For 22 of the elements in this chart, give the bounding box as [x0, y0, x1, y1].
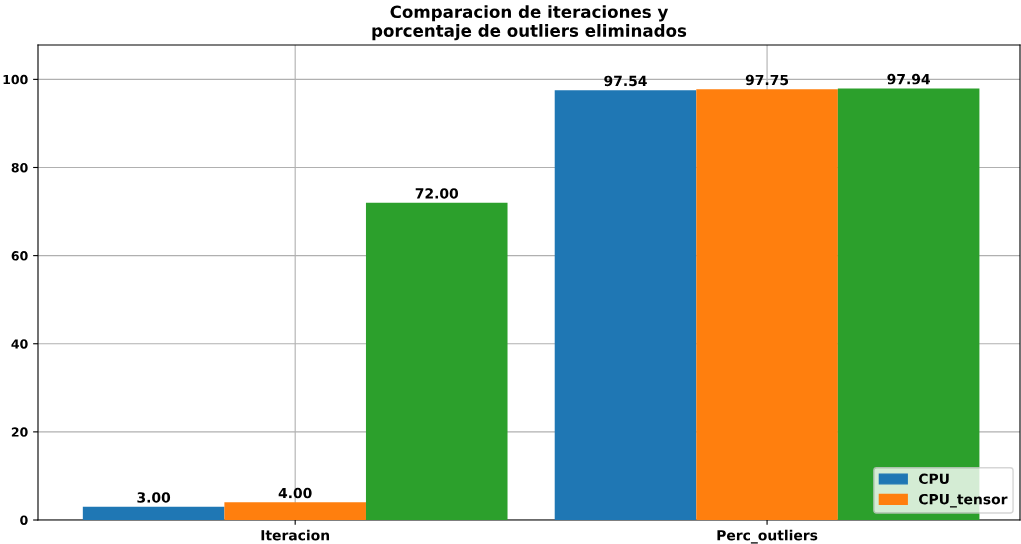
data-label: 3.00 [137, 492, 171, 503]
chart-title: Comparacion de iteraciones y porcentaje de outliers eliminados [372, 5, 687, 41]
y-tick-label: 80 [11, 162, 28, 173]
legend-label: CPU_tensor [918, 493, 1008, 508]
bar [224, 502, 366, 520]
y-tick-label: 20 [11, 427, 28, 437]
x-tick-label: Perc_outliers [717, 529, 818, 544]
data-label: 72.00 [415, 188, 459, 199]
y-tick-label: 100 [3, 74, 28, 85]
x-tick-label: Iteracion [261, 529, 330, 541]
legend-label: CPU [918, 473, 949, 485]
y-tick-label: 60 [11, 251, 28, 261]
data-label: 97.54 [604, 75, 647, 87]
bar [554, 90, 697, 520]
bar [696, 89, 838, 520]
data-label: 97.94 [887, 73, 930, 85]
y-tick-label: 40 [11, 339, 28, 349]
y-tick-label: 0 [20, 515, 28, 525]
data-label: 97.75 [745, 74, 789, 86]
bar [365, 202, 508, 520]
data-label: 4.00 [278, 487, 312, 499]
bar [82, 506, 225, 520]
